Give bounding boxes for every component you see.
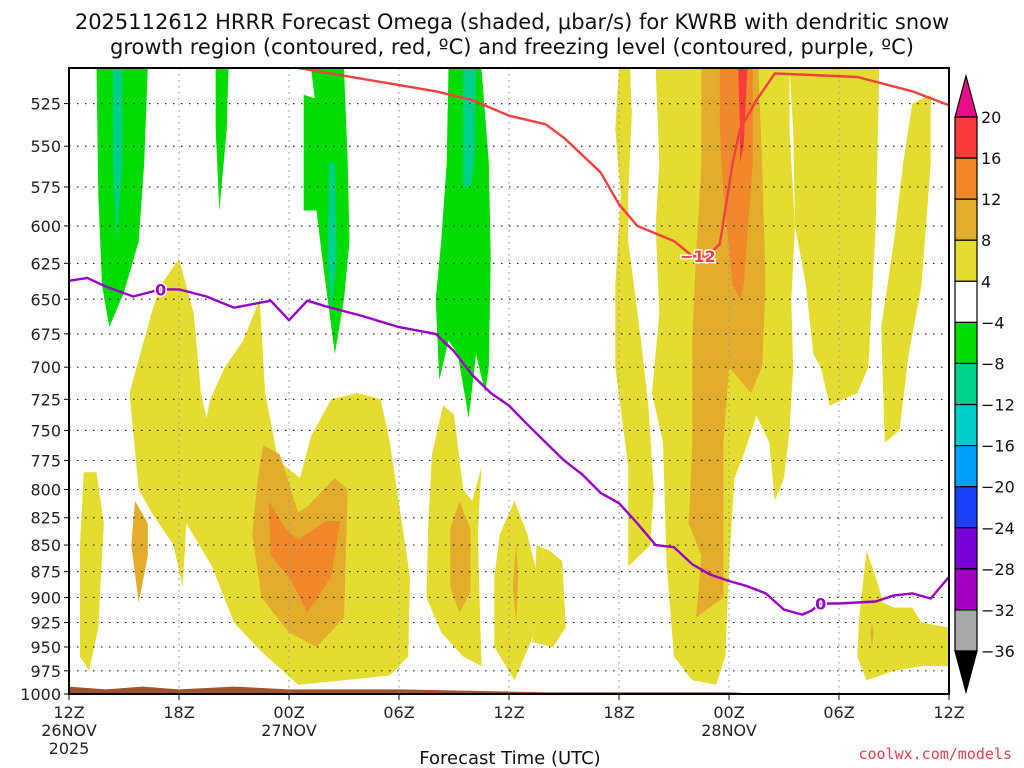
omega-region-24 [881, 94, 931, 443]
omega-shading [80, 68, 949, 685]
y-tick-label: 900 [30, 588, 61, 607]
colorbar-bin [954, 486, 978, 529]
x-tick-label: 06Z [383, 703, 414, 722]
chart-title-line1: 2025112612 HRRR Forecast Omega (shaded, … [75, 10, 949, 34]
omega-region-13 [450, 500, 471, 613]
plot-area: −12 0 0 [68, 66, 950, 695]
y-tick-label: 600 [30, 217, 61, 236]
y-tick-label: 750 [30, 421, 61, 440]
y-tick-label: 525 [30, 95, 61, 114]
colorbar-label: 16 [981, 149, 1001, 168]
x-tick-label: 12Z [53, 703, 84, 722]
colorbar-label: −32 [981, 601, 1015, 620]
colorbar-label: −20 [981, 478, 1015, 497]
colorbar-bin [954, 198, 978, 241]
colorbar-label: 20 [981, 108, 1001, 127]
colorbar-bin [954, 116, 978, 159]
contour-lines: −12 0 0 [68, 66, 950, 616]
colorbar-bin [954, 609, 978, 652]
omega-region-11 [268, 500, 341, 613]
y-tick-label: 725 [30, 390, 61, 409]
omega-region-7 [80, 472, 104, 671]
colorbar-label: −28 [981, 560, 1015, 579]
omega-region-26 [870, 622, 874, 647]
x-tick-label: 06Z [823, 703, 854, 722]
colorbar-label: −16 [981, 437, 1015, 456]
y-tick-label: 650 [30, 290, 61, 309]
y-tick-label: 875 [30, 563, 61, 582]
omega-region-0 [96, 68, 148, 328]
x-tick-label: 00Z [273, 703, 304, 722]
chart-title-line2: growth region (contoured, red, ºC) and f… [110, 35, 914, 59]
colorbar: 20 16 12 8 4 −4 −8 −12 −16 −20 −24 −28 −32 −36 [954, 73, 1015, 695]
omega-region-23 [789, 68, 880, 406]
y-tick-label: 925 [30, 614, 61, 633]
y-tick-label: 850 [30, 536, 61, 555]
dendritic-growth-minus12C-label: −12 [680, 247, 716, 266]
omega-region-2 [215, 68, 229, 211]
y-tick-label: 550 [30, 137, 61, 156]
omega-region-21 [738, 68, 748, 163]
colorbar-label: −4 [981, 313, 1005, 332]
dendritic-growth-minus12C-line [298, 66, 950, 258]
colorbar-bin [954, 157, 978, 200]
y-tick-label: 950 [30, 638, 61, 657]
y-tick-label: 625 [30, 254, 61, 273]
x-tick-label: 00Z [713, 703, 744, 722]
x-tick-label: 28NOV [701, 721, 757, 740]
colorbar-label: 8 [981, 231, 991, 250]
credit-link[interactable]: coolwx.com/models [858, 745, 1012, 763]
omega-region-15 [512, 542, 519, 623]
omega-region-16 [532, 545, 566, 647]
colorbar-bin [954, 362, 978, 406]
y-tick-label: 975 [30, 662, 61, 681]
omega-region-5 [435, 68, 491, 419]
colorbar-bin [954, 445, 978, 488]
freezing-level-0C-label: 0 [155, 280, 166, 299]
x-tick-label: 12Z [493, 703, 524, 722]
y-axis: 525 550 575 600 625 650 675 700 725 750 775 800 825 8… [20, 95, 69, 704]
colorbar-bin [954, 568, 978, 611]
y-tick-label: 675 [30, 325, 61, 344]
x-tick-label: 12Z [933, 703, 964, 722]
x-axis-label: Forecast Time (UTC) [419, 748, 600, 768]
colorbar-bin [954, 280, 978, 323]
omega-region-1 [113, 68, 123, 242]
y-tick-label: 825 [30, 509, 61, 528]
colorbar-bin [954, 403, 978, 447]
colorbar-bin [954, 321, 978, 365]
x-tick-label: 27NOV [261, 721, 317, 740]
omega-region-9 [131, 500, 148, 603]
y-tick-label: 1000 [20, 685, 61, 704]
y-tick-label: 575 [30, 178, 61, 197]
y-tick-label: 700 [30, 358, 61, 377]
colorbar-over-triangle [954, 73, 978, 118]
omega-region-25 [857, 550, 949, 681]
omega-region-17 [615, 68, 654, 567]
x-tick-label: 26NOV [41, 721, 97, 740]
y-tick-label: 800 [30, 481, 61, 500]
freezing-level-0C-line [68, 276, 950, 616]
omega-region-4 [327, 162, 337, 314]
colorbar-bin [954, 239, 978, 282]
y-tick-label: 775 [30, 451, 61, 470]
colorbar-label: 4 [981, 272, 991, 291]
colorbar-bin [954, 527, 978, 570]
x-tick-label: 18Z [163, 703, 194, 722]
colorbar-label: 12 [981, 190, 1001, 209]
colorbar-label: −24 [981, 519, 1015, 538]
x-tick-label: 18Z [603, 703, 634, 722]
x-tick-label: 2025 [49, 739, 90, 758]
colorbar-label: −36 [981, 642, 1015, 661]
colorbar-under-triangle [954, 650, 978, 695]
colorbar-label: −12 [981, 396, 1015, 415]
freezing-level-0C-label: 0 [815, 595, 826, 614]
colorbar-label: −8 [981, 354, 1005, 373]
omega-region-3 [303, 68, 350, 354]
